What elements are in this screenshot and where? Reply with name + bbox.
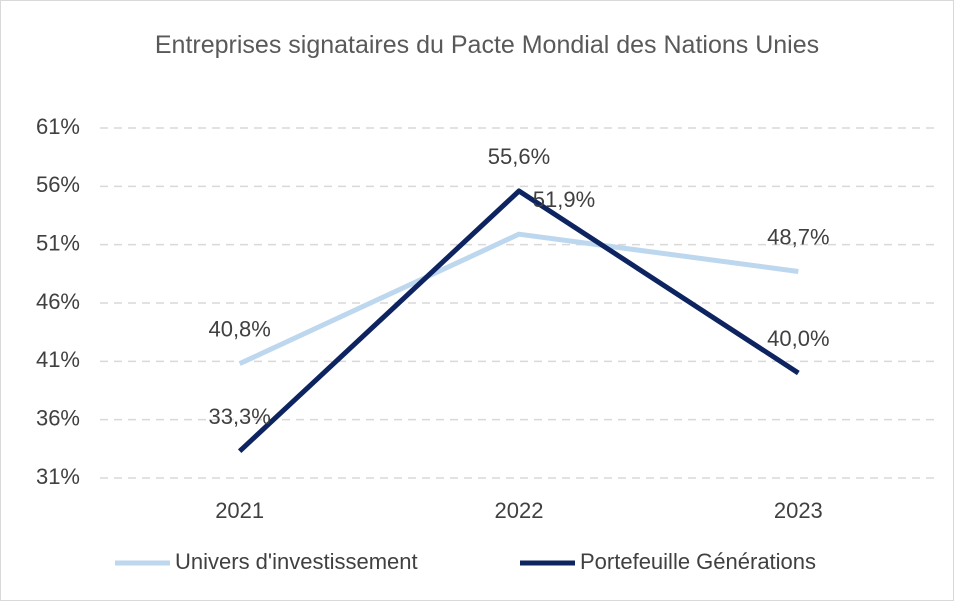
x-tick-label: 2023 (774, 498, 823, 523)
line-series (238, 231, 799, 366)
x-tick-label: 2022 (495, 498, 544, 523)
y-tick-label: 61% (36, 114, 80, 139)
data-label: 40,8% (208, 316, 270, 341)
y-tick-label: 41% (36, 347, 80, 372)
data-label: 48,7% (767, 224, 829, 249)
y-tick-label: 36% (36, 405, 80, 430)
y-tick-label: 56% (36, 172, 80, 197)
x-tick-label: 2021 (215, 498, 264, 523)
data-label: 33,3% (208, 404, 270, 429)
y-tick-label: 31% (36, 464, 80, 489)
data-label: 51,9% (533, 187, 595, 212)
line-series (237, 188, 800, 453)
legend-label: Univers d'investissement (175, 549, 418, 574)
data-label: 40,0% (767, 326, 829, 351)
chart-title: Entreprises signataires du Pacte Mondial… (154, 31, 820, 59)
legend-label: Portefeuille Générations (580, 549, 816, 574)
y-tick-label: 46% (36, 289, 80, 314)
data-label: 55,6% (488, 144, 550, 169)
y-tick-label: 51% (36, 230, 80, 255)
